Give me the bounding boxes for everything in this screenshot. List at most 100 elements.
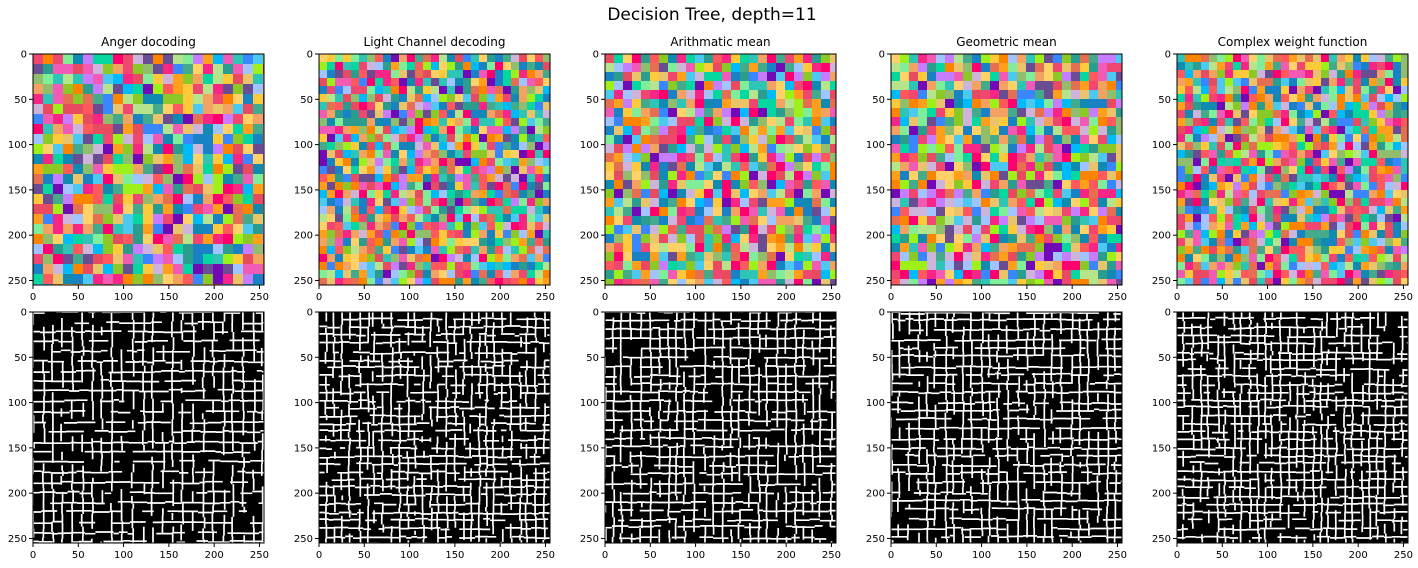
segment-cell: [163, 154, 173, 164]
segment-cell: [253, 94, 263, 104]
segment-cell: [731, 135, 740, 144]
segment-cell: [53, 154, 63, 164]
segment-cell: [535, 126, 543, 134]
segment-cell: [704, 153, 713, 162]
segment-cell: [1321, 278, 1329, 285]
segment-cell: [990, 135, 999, 144]
figure-suptitle: Decision Tree, depth=11: [607, 5, 816, 25]
segment-cell: [936, 279, 945, 285]
x-tick-label: 0: [602, 550, 608, 561]
segment-cell: [704, 126, 713, 135]
segment-cell: [1053, 225, 1062, 234]
segment-cell: [391, 270, 399, 278]
x-tick-label: 100: [686, 292, 705, 303]
segment-cell: [1116, 63, 1122, 72]
image-area: [319, 54, 550, 285]
segment-cell: [740, 171, 749, 180]
segment-cell: [677, 180, 686, 189]
segment-cell: [803, 189, 812, 198]
image-area: [33, 312, 264, 543]
segment-cell: [1107, 135, 1116, 144]
segment-cell: [479, 158, 487, 166]
segment-cell: [343, 78, 351, 86]
segment-cell: [1297, 198, 1305, 206]
segment-cell: [1107, 207, 1122, 216]
segment-cell: [632, 270, 641, 285]
segment-cell: [1035, 117, 1044, 126]
segment-cell: [527, 182, 535, 190]
x-tick-label: 150: [1017, 292, 1036, 303]
segment-cell: [1089, 117, 1098, 126]
segment-cell: [263, 194, 264, 204]
segment-cell: [535, 214, 543, 222]
segment-cell: [543, 166, 550, 174]
segment-cell: [990, 81, 999, 90]
segment-cell: [133, 184, 143, 194]
segment-cell: [487, 198, 495, 206]
segment-cell: [415, 270, 423, 285]
segment-cell: [605, 162, 614, 171]
y-tick-label: 100: [8, 398, 27, 409]
segment-cell: [830, 252, 836, 261]
x-tick-label: 100: [972, 292, 991, 303]
segment-cell: [431, 238, 439, 246]
segment-cell: [945, 207, 954, 216]
segment-cell: [909, 99, 918, 108]
segment-cell: [1116, 198, 1122, 207]
segment-cell: [263, 184, 264, 194]
segment-cell: [1107, 270, 1116, 279]
segment-cell: [830, 207, 836, 216]
x-tick-label: 50: [644, 550, 657, 561]
segment-cell: [527, 134, 535, 142]
segment-cell: [1337, 174, 1345, 182]
segment-cell: [1249, 54, 1257, 62]
segment-cell: [153, 204, 163, 214]
segment-cell: [1321, 78, 1329, 86]
segment-cell: [535, 166, 543, 174]
segment-cell: [632, 234, 641, 243]
y-tick-label: 0: [1165, 308, 1171, 319]
segment-cell: [990, 279, 999, 285]
segment-cell: [972, 225, 981, 234]
segment-cell: [93, 284, 103, 285]
segment-cell: [963, 279, 972, 285]
segment-cell: [740, 99, 749, 108]
x-tick-label: 50: [72, 292, 85, 303]
segment-cell: [999, 279, 1008, 285]
y-tick-label: 150: [294, 185, 313, 196]
segment-cell: [909, 153, 918, 162]
edge-background: [319, 312, 550, 543]
y-tick-label: 250: [580, 276, 599, 287]
segment-cell: [641, 90, 650, 99]
segment-cell: [1026, 153, 1035, 162]
segment-cell: [213, 184, 223, 194]
segment-cell: [1361, 54, 1369, 62]
segment-cell: [1345, 270, 1353, 285]
segment-cell: [713, 234, 722, 243]
segment-cell: [183, 164, 193, 174]
y-tick-label: 250: [866, 534, 885, 545]
segment-cell: [543, 126, 550, 134]
segment-cell: [423, 150, 431, 158]
segment-cell: [327, 214, 335, 222]
segment-cell: [143, 274, 153, 284]
segment-cell: [113, 214, 123, 224]
segment-cell: [319, 150, 327, 158]
segment-cell: [605, 108, 614, 117]
segment-cell: [1297, 214, 1305, 222]
panel-title: Anger docoding: [101, 35, 196, 49]
x-tick-label: 250: [250, 292, 269, 303]
x-tick-label: 0: [888, 292, 894, 303]
edge-background: [1177, 312, 1408, 543]
segment-cell: [972, 180, 981, 189]
segment-cell: [686, 81, 695, 90]
edge-background: [33, 312, 264, 543]
segment-cell: [463, 278, 471, 285]
segment-cell: [1321, 270, 1329, 285]
segment-cell: [223, 234, 233, 244]
segment-cell: [749, 207, 758, 216]
segment-cell: [1289, 222, 1297, 230]
segment-cell: [1044, 279, 1053, 285]
